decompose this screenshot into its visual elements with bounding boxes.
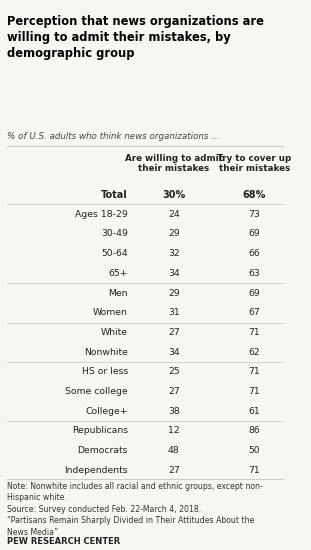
Text: 86: 86 [248, 426, 260, 436]
Text: 27: 27 [168, 328, 180, 337]
Text: Hispanic white.: Hispanic white. [7, 493, 67, 502]
Text: “Partisans Remain Sharply Divided in Their Attitudes About the: “Partisans Remain Sharply Divided in The… [7, 516, 254, 525]
Text: 71: 71 [248, 367, 260, 376]
Text: 25: 25 [168, 367, 180, 376]
Text: 32: 32 [168, 249, 180, 258]
Text: 50: 50 [248, 446, 260, 455]
Text: 73: 73 [248, 210, 260, 219]
Text: Some college: Some college [65, 387, 128, 396]
Text: Independents: Independents [64, 466, 128, 475]
Text: 34: 34 [168, 269, 180, 278]
Text: College+: College+ [86, 407, 128, 416]
Text: Note: Nonwhite includes all racial and ethnic groups, except non-: Note: Nonwhite includes all racial and e… [7, 482, 263, 491]
Text: 62: 62 [248, 348, 260, 356]
Text: PEW RESEARCH CENTER: PEW RESEARCH CENTER [7, 537, 120, 546]
Text: 38: 38 [168, 407, 180, 416]
Text: 63: 63 [248, 269, 260, 278]
Text: 34: 34 [168, 348, 180, 356]
Text: 50-64: 50-64 [101, 249, 128, 258]
Text: 48: 48 [168, 446, 180, 455]
Text: 61: 61 [248, 407, 260, 416]
Text: Women: Women [93, 308, 128, 317]
Text: White: White [101, 328, 128, 337]
Text: 69: 69 [248, 229, 260, 239]
Text: 24: 24 [168, 210, 180, 219]
Text: 30-49: 30-49 [101, 229, 128, 239]
Text: % of U.S. adults who think news organizations ...: % of U.S. adults who think news organiza… [7, 131, 220, 141]
Text: Democrats: Democrats [77, 446, 128, 455]
Text: 66: 66 [248, 249, 260, 258]
Text: 65+: 65+ [109, 269, 128, 278]
Text: 31: 31 [168, 308, 180, 317]
Text: Total: Total [101, 190, 128, 200]
Text: HS or less: HS or less [81, 367, 128, 376]
Text: 71: 71 [248, 466, 260, 475]
Text: Republicans: Republicans [72, 426, 128, 436]
Text: 69: 69 [248, 289, 260, 298]
Text: Men: Men [109, 289, 128, 298]
Text: 67: 67 [248, 308, 260, 317]
Text: 27: 27 [168, 466, 180, 475]
Text: 71: 71 [248, 328, 260, 337]
Text: 27: 27 [168, 387, 180, 396]
Text: Are willing to admit
their mistakes: Are willing to admit their mistakes [125, 153, 223, 173]
Text: News Media”: News Media” [7, 528, 58, 537]
Text: 71: 71 [248, 387, 260, 396]
Text: Source: Survey conducted Feb. 22-March 4, 2018.: Source: Survey conducted Feb. 22-March 4… [7, 505, 202, 514]
Text: 12: 12 [168, 426, 180, 436]
Text: Try to cover up
their mistakes: Try to cover up their mistakes [217, 153, 291, 173]
Text: 68%: 68% [243, 190, 266, 200]
Text: Ages 18-29: Ages 18-29 [75, 210, 128, 219]
Text: 30%: 30% [162, 190, 186, 200]
Text: Perception that news organizations are
willing to admit their mistakes, by
demog: Perception that news organizations are w… [7, 15, 264, 60]
Text: 29: 29 [168, 289, 180, 298]
Text: Nonwhite: Nonwhite [84, 348, 128, 356]
Text: 29: 29 [168, 229, 180, 239]
